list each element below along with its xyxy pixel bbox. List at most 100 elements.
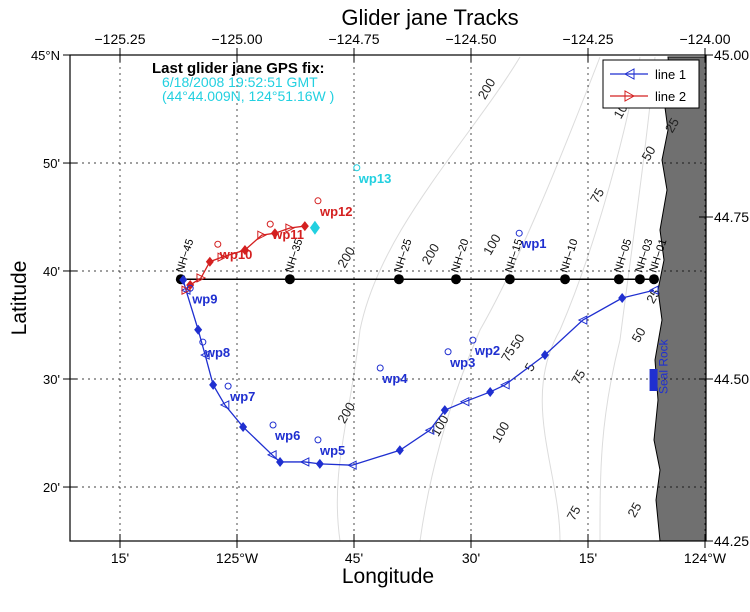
seal-rock-label: Seal Rock — [657, 338, 671, 394]
waypoint-label: wp7 — [229, 389, 255, 404]
waypoint-label: wp2 — [474, 343, 500, 358]
gps-fix-position: (44°44.009N, 124°51.16W ) — [162, 88, 334, 104]
track-triangle-marker — [257, 230, 267, 240]
track-triangle-marker — [424, 425, 435, 436]
station-marker — [634, 274, 645, 285]
track-triangle-marker — [299, 457, 310, 467]
chart-title: Glider jane Tracks — [341, 5, 518, 30]
track-triangle-marker — [196, 273, 207, 283]
last-fix-diamond — [309, 220, 320, 235]
triangle-left-icon — [623, 68, 635, 80]
bottom-tick-label: 15' — [579, 550, 597, 566]
track-triangle-marker — [500, 380, 510, 390]
legend-line-2: line 2 — [655, 89, 686, 104]
contour-label: 200 — [475, 76, 499, 102]
bottom-tick-label: 124°W — [684, 550, 727, 566]
station-marker — [504, 274, 515, 285]
seal-rock-marker: Seal Rock — [649, 338, 671, 394]
top-tick-label: −124.00 — [680, 31, 731, 47]
gps-fix-info: Last glider jane GPS fix: 6/18/2008 19:5… — [152, 60, 334, 104]
left-tick-label: 50' — [43, 156, 60, 171]
contour-label: 25 — [662, 115, 682, 135]
station-marker — [451, 274, 462, 285]
track-triangle-marker — [200, 350, 210, 360]
waypoint-marker — [314, 197, 322, 205]
contour-label: 100 — [480, 231, 504, 257]
station-label: NH−35 — [283, 238, 305, 275]
waypoint-label: wp10 — [219, 247, 253, 262]
track-triangle-marker — [181, 285, 192, 296]
waypoint-label: wp11 — [271, 227, 304, 242]
left-tick-label: 20' — [43, 480, 60, 495]
station-marker — [648, 274, 659, 285]
waypoint-marker — [353, 164, 361, 172]
track-diamond-marker — [300, 221, 309, 232]
track-diamond-marker — [194, 324, 203, 335]
waypoint-label: wp5 — [319, 443, 345, 458]
waypoint-marker — [269, 421, 277, 429]
track-triangle-marker — [266, 450, 277, 460]
bottom-tick-label: 30' — [462, 550, 480, 566]
contour-label: 25 — [624, 500, 644, 520]
waypoint-label: wp13 — [358, 171, 392, 186]
bottom-tick-label: 125°W — [216, 550, 259, 566]
track-diamond-marker — [486, 386, 495, 397]
station-label: NH−45 — [174, 238, 196, 275]
track-diamond-marker — [540, 350, 549, 361]
y-axis-label: Latitude — [8, 261, 31, 336]
left-tick-label: 40' — [43, 264, 60, 279]
waypoint-marker — [214, 240, 222, 248]
contour-label: 75 — [564, 503, 584, 523]
top-tick-label: −124.50 — [446, 31, 497, 47]
contour-label: 100 — [489, 419, 513, 445]
track-diamond-marker — [209, 379, 218, 390]
waypoint-marker — [376, 364, 384, 372]
track-triangle-marker — [219, 400, 230, 410]
gps-fix-time: 6/18/2008 19:52:51 GMT — [162, 74, 318, 90]
station-marker — [284, 274, 295, 285]
track-diamond-marker — [276, 456, 285, 467]
track-triangle-marker — [459, 396, 470, 407]
track-diamond-marker — [440, 405, 449, 416]
top-tick-label: −124.25 — [563, 31, 614, 47]
track-diamond-marker — [205, 256, 214, 267]
waypoint-marker — [266, 220, 274, 228]
waypoint-label: wp6 — [274, 428, 300, 443]
waypoint-marker — [469, 336, 477, 344]
top-tick-label: −125.00 — [212, 31, 263, 47]
waypoint-marker — [515, 229, 523, 237]
waypoint-label: wp1 — [520, 236, 546, 251]
bottom-tick-label: 15' — [111, 550, 129, 566]
triangle-right-icon — [624, 90, 636, 102]
contour-label: 50 — [507, 331, 527, 351]
waypoint-label: wp3 — [449, 355, 475, 370]
track-diamond-marker — [270, 228, 279, 239]
waypoint-label: wp12 — [319, 204, 353, 219]
waypoint-label: wp8 — [204, 345, 230, 360]
left-tick-label: 30' — [43, 372, 60, 387]
track-line-2 — [185, 225, 305, 291]
waypoint-marker — [444, 348, 452, 356]
top-tick-label: −124.75 — [329, 31, 380, 47]
track-line-1 — [182, 279, 655, 466]
contour-label: 75 — [568, 367, 588, 387]
bottom-tick-label: 45' — [345, 550, 363, 566]
track-diamond-marker — [179, 274, 188, 285]
legend-line-1: line 1 — [655, 67, 686, 82]
station-label: NH−25 — [392, 238, 414, 275]
station-label: NH−20 — [449, 238, 471, 275]
track-diamond-marker — [240, 245, 249, 256]
right-tick-label: 44.75 — [714, 209, 749, 225]
station-marker — [560, 274, 571, 285]
track-triangle-marker — [285, 223, 296, 233]
top-tick-label: −125.25 — [95, 31, 146, 47]
track-diamond-marker — [239, 421, 248, 432]
contour-label: 50 — [628, 325, 648, 345]
waypoint-marker — [314, 436, 322, 444]
track-diamond-marker — [315, 458, 324, 469]
waypoint-label: wp4 — [381, 371, 408, 386]
right-tick-label: 44.25 — [714, 533, 749, 549]
station-marker — [613, 274, 624, 285]
